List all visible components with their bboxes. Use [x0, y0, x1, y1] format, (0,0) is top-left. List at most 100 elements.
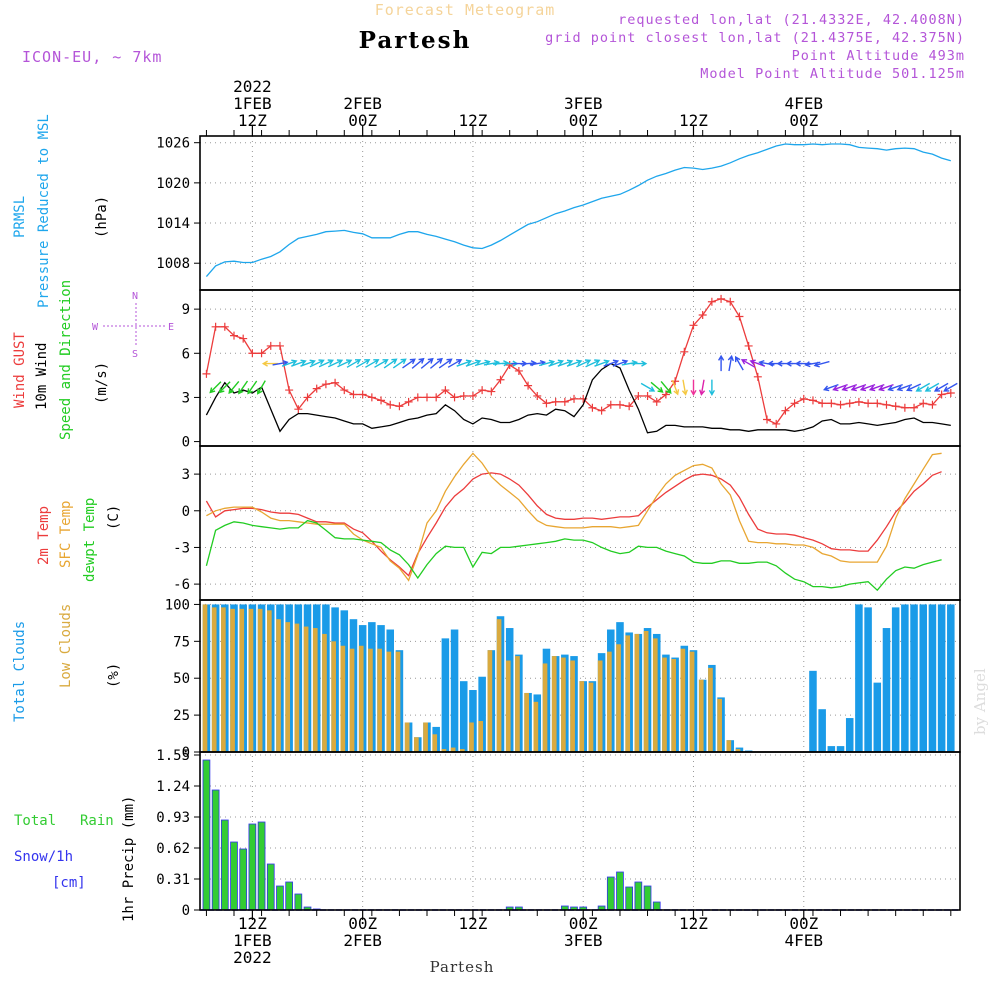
wind-direction-arrow — [594, 359, 610, 367]
wind-direction-arrow — [699, 379, 706, 396]
gust-point-marker — [441, 386, 450, 395]
low-cloud-bar — [395, 651, 401, 752]
precip-bar — [257, 821, 266, 911]
x-bottom-label: 2FEB — [343, 931, 382, 950]
pressure-label-1: PRMSL — [12, 196, 28, 238]
precip-bar — [211, 789, 220, 911]
gust-point-marker — [845, 399, 854, 408]
x-bottom-label: 12Z — [458, 914, 487, 933]
compass-east: E — [168, 322, 174, 333]
x-top-label: 12Z — [679, 111, 708, 130]
y-tick-label: 0 — [182, 903, 190, 919]
wind-direction-arrow — [813, 360, 830, 368]
y-tick-label: 1.55 — [156, 748, 190, 764]
gust-point-marker — [422, 393, 431, 402]
gust-point-marker — [395, 402, 404, 411]
wind-direction-arrow — [735, 355, 744, 371]
low-cloud-bar — [505, 660, 511, 752]
wind-direction-arrow — [576, 359, 592, 368]
total-cloud-bar — [827, 746, 836, 752]
wind-unit: (m/s) — [94, 362, 110, 404]
gust-point-marker — [478, 386, 487, 395]
wind-direction-arrow — [681, 379, 688, 396]
wind-direction-arrow — [868, 383, 885, 392]
wind-direction-arrow — [328, 359, 344, 368]
low-cloud-bar — [441, 749, 447, 752]
wind-direction-arrow — [794, 360, 812, 367]
wind-direction-arrow — [318, 359, 334, 368]
gust-point-marker — [744, 341, 753, 350]
gust-point-marker — [597, 406, 606, 415]
wind-direction-arrow — [420, 357, 434, 369]
wind-direction-arrow — [291, 359, 307, 367]
x-bottom-label: 2022 — [233, 948, 272, 967]
low-cloud-bar — [652, 638, 658, 752]
gust-point-marker — [239, 334, 248, 343]
gust-point-marker — [873, 399, 882, 408]
model-altitude: Model Point Altitude 501.125m — [700, 66, 965, 82]
point-altitude: Point Altitude 493m — [792, 48, 965, 64]
low-cloud-bar — [570, 660, 575, 752]
gust-point-marker — [827, 399, 836, 408]
low-cloud-bar — [680, 648, 686, 752]
low-cloud-bar — [515, 656, 520, 752]
gust-point-marker — [919, 399, 928, 408]
low-cloud-bar — [239, 608, 245, 752]
gust-point-marker — [266, 341, 275, 350]
wind-direction-arrow — [841, 383, 858, 392]
wind-direction-arrow — [859, 383, 876, 392]
panel-frame — [199, 445, 961, 601]
wind-direction-arrow — [337, 359, 353, 368]
wind-direction-arrow — [630, 360, 648, 367]
x-top-label: 2FEB — [343, 94, 382, 113]
low-cloud-bar — [423, 722, 428, 752]
low-cloud-bar — [726, 740, 732, 752]
low-cloud-bar — [625, 635, 631, 752]
low-cloud-bar — [634, 633, 640, 752]
low-cloud-bar — [340, 645, 346, 752]
wind-direction-arrow — [650, 381, 664, 393]
wind-direction-arrow — [612, 359, 629, 367]
wind-10m-label: 10m Wind — [34, 343, 50, 410]
low-cloud-bar — [662, 657, 667, 752]
series-line-dewpt-temp — [205, 519, 942, 592]
low-cloud-bar — [597, 660, 603, 752]
y-tick-label: 0.31 — [156, 872, 190, 888]
y-tick-label: -3 — [173, 540, 190, 556]
gust-point-marker — [230, 331, 239, 340]
low-cloud-bar — [358, 645, 364, 752]
total-cloud-bar — [937, 604, 946, 752]
wind-direction-arrow — [585, 359, 601, 368]
wind-direction-arrow — [896, 383, 913, 392]
panel-frame — [199, 751, 961, 911]
temp-unit: (C) — [106, 505, 122, 530]
wind-direction-arrow — [281, 359, 298, 367]
y-tick-label: 0.93 — [156, 810, 190, 826]
low-cloud-bar — [708, 667, 713, 752]
x-top-label: 00Z — [789, 111, 818, 130]
y-tick-label: 3 — [182, 467, 190, 483]
low-cloud-bar — [588, 682, 594, 752]
y-tick-label: 1014 — [156, 216, 190, 232]
precip-bar — [266, 863, 275, 911]
model-label: ICON-EU, ~ 7km — [22, 48, 162, 66]
wind-direction-arrow — [640, 382, 656, 392]
wind-direction-arrow — [247, 380, 258, 395]
wind-direction-arrow — [832, 383, 848, 392]
gust-point-marker — [413, 393, 422, 402]
wind-direction-arrow — [671, 379, 680, 396]
low-cloud-bar — [643, 630, 649, 752]
wind-direction-arrow — [365, 359, 380, 368]
wind-direction-arrow — [740, 359, 756, 368]
x-top-label: 2022 — [233, 77, 272, 96]
gust-point-marker — [836, 400, 845, 409]
low-cloud-bar — [717, 698, 722, 752]
y-tick-label: 0.62 — [156, 841, 190, 857]
total-cloud-bar — [441, 638, 450, 752]
low-cloud-bar — [579, 681, 585, 752]
gust-point-marker — [689, 321, 698, 330]
panel-frame — [199, 135, 961, 291]
x-bottom-label: 12Z — [679, 914, 708, 933]
wind-direction-arrow — [660, 380, 672, 394]
